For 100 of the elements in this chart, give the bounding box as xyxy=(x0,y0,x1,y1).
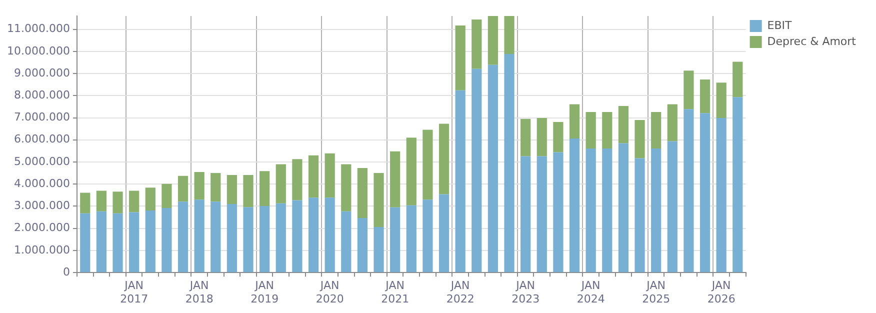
legend-label: EBIT xyxy=(767,18,792,32)
bar xyxy=(438,124,450,194)
bar xyxy=(162,184,172,208)
bar xyxy=(210,173,221,202)
bar xyxy=(520,156,531,272)
bar xyxy=(357,168,368,218)
x-tick-label: JAN 2019 xyxy=(250,279,279,306)
bar xyxy=(586,148,596,272)
bar xyxy=(194,200,204,272)
bar xyxy=(536,156,547,272)
x-tick-label: JAN 2018 xyxy=(185,279,214,306)
bar xyxy=(145,210,156,272)
bar xyxy=(96,190,107,212)
bar xyxy=(341,211,352,272)
bar xyxy=(716,118,726,272)
y-tick-label: 7.000.000 xyxy=(14,110,70,124)
bar xyxy=(536,118,547,156)
bar xyxy=(586,112,596,149)
bar xyxy=(732,97,743,272)
bar xyxy=(634,158,645,272)
x-tick-label: JAN 2017 xyxy=(120,279,148,306)
x-tick-label: JAN 2021 xyxy=(381,279,410,306)
y-tick-label: 8.000.000 xyxy=(14,88,70,102)
bar xyxy=(178,202,188,272)
bar xyxy=(112,192,123,214)
bar xyxy=(357,218,368,272)
x-tick-label: JAN 2023 xyxy=(512,279,540,306)
bar xyxy=(406,205,416,272)
bar xyxy=(504,54,514,272)
bar xyxy=(292,200,302,272)
bar xyxy=(684,109,694,272)
bar xyxy=(488,16,498,65)
bar xyxy=(194,172,204,200)
bar xyxy=(569,138,580,272)
bar xyxy=(634,120,645,158)
bar xyxy=(716,82,726,118)
bar xyxy=(455,26,466,90)
bar xyxy=(520,118,531,156)
bar xyxy=(226,175,238,204)
bar xyxy=(602,148,612,272)
bar xyxy=(243,207,254,272)
bar xyxy=(129,190,140,212)
x-tick-label: JAN 2024 xyxy=(576,279,605,306)
bar xyxy=(553,122,564,152)
bar xyxy=(80,213,90,272)
y-tick-label: 11.000.000 xyxy=(6,22,70,36)
bar xyxy=(438,194,450,272)
bar xyxy=(178,176,188,202)
y-tick-label: 4.000.000 xyxy=(14,176,70,190)
bar xyxy=(276,164,286,204)
bar xyxy=(553,152,564,272)
bar xyxy=(308,198,319,272)
bar xyxy=(324,153,335,198)
bar xyxy=(602,112,612,149)
bar xyxy=(162,208,172,272)
y-tick-label: 2.000.000 xyxy=(14,221,70,234)
y-tick-label: 6.000.000 xyxy=(14,132,70,146)
bar xyxy=(488,64,498,272)
y-tick-label: 1.000.000 xyxy=(14,243,70,256)
bar xyxy=(472,68,482,272)
bar xyxy=(667,104,678,142)
bar xyxy=(80,192,90,214)
bar xyxy=(651,112,662,149)
bar xyxy=(226,204,238,272)
y-tick-label: 10.000.000 xyxy=(6,44,70,58)
bar xyxy=(243,175,254,208)
bar xyxy=(390,207,400,272)
bar xyxy=(260,206,270,272)
y-tick-label: 0 xyxy=(62,265,70,278)
bar xyxy=(292,159,302,200)
bar xyxy=(422,200,433,272)
bar xyxy=(341,164,352,212)
y-tick-label: 5.000.000 xyxy=(14,154,70,168)
bar xyxy=(210,202,221,272)
x-tick-label: JAN 2022 xyxy=(446,279,474,306)
bar xyxy=(260,171,270,206)
bar xyxy=(308,155,319,198)
bar xyxy=(112,213,123,272)
bar xyxy=(390,151,400,208)
bar xyxy=(700,79,710,114)
bar xyxy=(700,113,710,272)
y-tick-label: 9.000.000 xyxy=(14,66,70,80)
x-tick-label: JAN 2020 xyxy=(316,279,344,306)
bar xyxy=(651,148,662,272)
bar xyxy=(618,143,629,272)
bar xyxy=(667,141,678,272)
x-tick-label: JAN 2026 xyxy=(707,279,736,306)
bar xyxy=(504,16,514,54)
bar xyxy=(96,211,107,272)
x-tick-label: JAN 2025 xyxy=(642,279,670,306)
bar xyxy=(324,198,335,272)
bar xyxy=(732,62,743,98)
bar xyxy=(374,227,384,272)
bar xyxy=(276,203,286,272)
bar xyxy=(129,212,140,272)
bar xyxy=(422,130,433,200)
bar xyxy=(569,104,580,139)
legend-label: Deprec & Amort xyxy=(767,34,857,48)
bar xyxy=(684,70,694,110)
y-tick-label: 3.000.000 xyxy=(14,199,70,212)
